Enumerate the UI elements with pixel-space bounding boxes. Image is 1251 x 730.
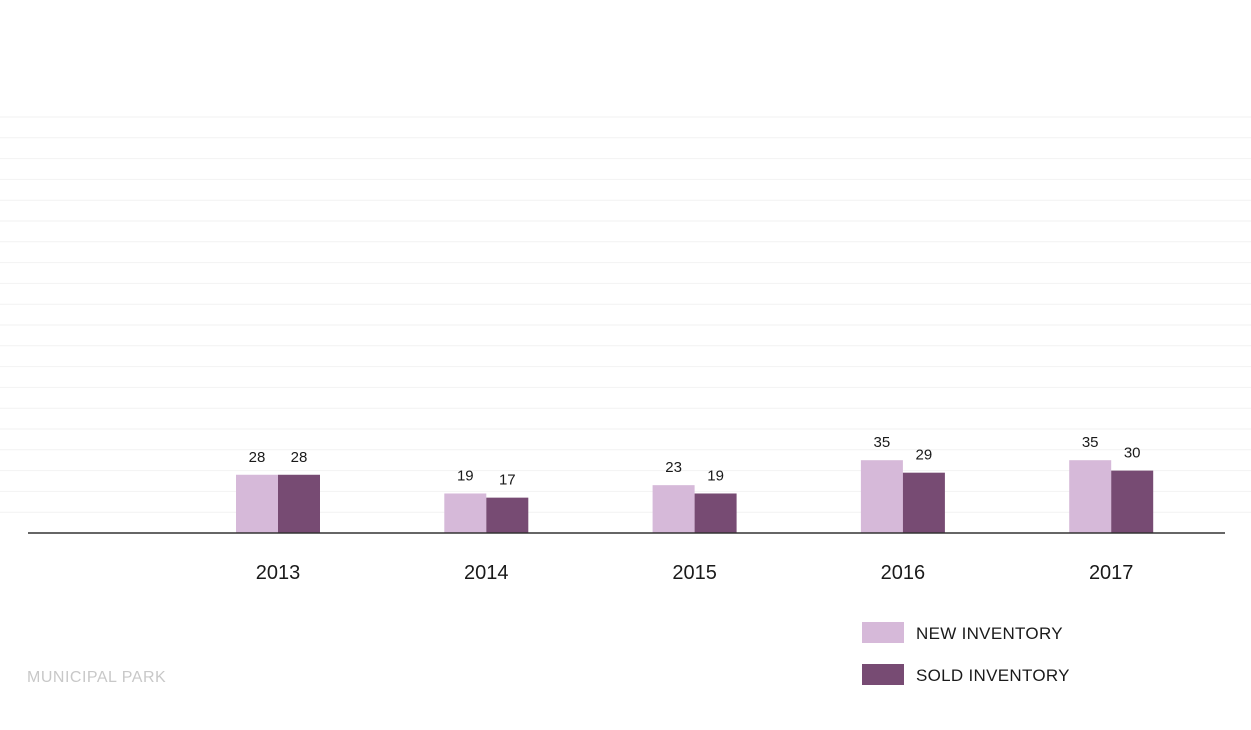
bar-sold-2016 [902, 472, 945, 533]
legend-swatch-new [862, 621, 904, 643]
bar-new-2014 [444, 493, 487, 533]
x-tick-label-2013: 2013 [256, 562, 301, 584]
bar-new-2017 [1069, 460, 1112, 533]
legend-label-sold: SOLD INVENTORY [916, 666, 1070, 685]
bars [236, 460, 1154, 533]
data-label-new-2015: 23 [665, 459, 682, 476]
bar-sold-2013 [278, 474, 320, 533]
legend-item-new: NEW INVENTORY [862, 621, 1070, 643]
data-label-new-2013: 28 [249, 449, 266, 466]
bar-new-2013 [236, 474, 278, 533]
data-label-sold-2015: 19 [707, 467, 724, 484]
x-tick-label-2015: 2015 [672, 562, 717, 584]
bar-sold-2015 [694, 493, 737, 533]
data-label-sold-2013: 28 [291, 449, 308, 466]
bar-sold-2014 [486, 497, 529, 533]
data-label-sold-2016: 29 [916, 447, 933, 464]
data-label-new-2014: 19 [457, 467, 474, 484]
data-label-new-2016: 35 [874, 434, 891, 451]
bar-new-2016 [860, 460, 903, 533]
data-label-new-2017: 35 [1082, 434, 1099, 451]
x-tick-labels: 2013 2014 2015 2016 2017 [256, 562, 1134, 584]
data-labels: 28 28 19 17 23 19 35 29 35 30 [249, 434, 1141, 488]
legend-swatch-sold [862, 663, 904, 685]
x-tick-label-2014: 2014 [464, 562, 509, 584]
grid-lines [0, 116, 1251, 513]
x-tick-label-2016: 2016 [881, 562, 926, 584]
bar-sold-2017 [1111, 470, 1154, 533]
legend-item-sold: SOLD INVENTORY [862, 663, 1070, 685]
legend-label-new: NEW INVENTORY [916, 624, 1063, 643]
legend: NEW INVENTORY SOLD INVENTORY [862, 621, 1070, 705]
data-label-sold-2014: 17 [499, 472, 516, 489]
bar-new-2015 [652, 485, 695, 533]
footer-label: MUNICIPAL PARK [27, 669, 167, 686]
data-label-sold-2017: 30 [1124, 445, 1141, 462]
x-tick-label-2017: 2017 [1089, 562, 1134, 584]
